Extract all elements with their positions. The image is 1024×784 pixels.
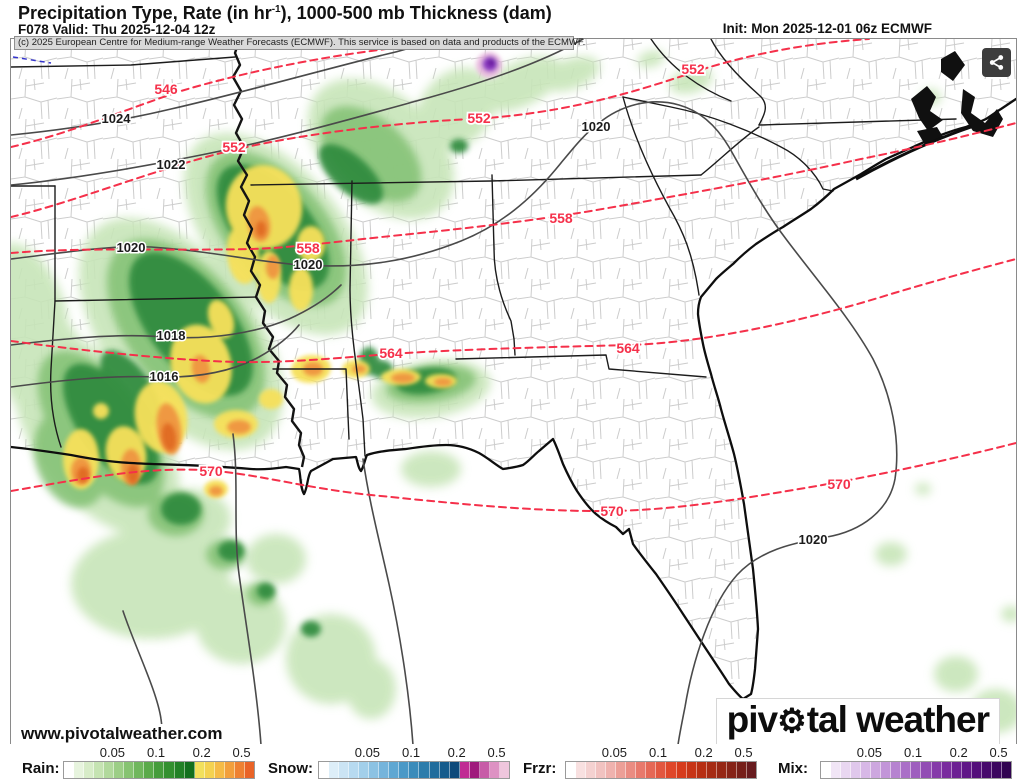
legend-ticks-rain: 0.05 0.1 0.2 0.5 (99, 745, 251, 760)
svg-text:552: 552 (681, 61, 705, 77)
svg-text:564: 564 (616, 340, 640, 356)
pivotal-weather-logo: piv⚙tal weather (715, 698, 1000, 745)
init-time-label: Init: Mon 2025-12-01 06z ECMWF (722, 21, 932, 36)
legend-ticks-mix: 0.05 0.1 0.2 0.5 (856, 745, 1008, 760)
svg-text:552: 552 (222, 139, 246, 155)
watermark-url: www.pivotalweather.com (17, 724, 227, 744)
mississippi-river (231, 39, 306, 468)
svg-text:558: 558 (549, 210, 573, 226)
chesapeake-estuary (911, 51, 1003, 145)
svg-text:1022: 1022 (157, 157, 186, 172)
blue-front-segment (12, 56, 52, 64)
svg-text:552: 552 (467, 110, 491, 126)
valid-time-label: F078 Valid: Thu 2025-12-04 12z (18, 22, 216, 37)
thickness-contour-labels: 546 552 552 552 558 558 564 564 570 570 … (153, 59, 853, 521)
svg-text:1020: 1020 (799, 532, 828, 547)
weather-map[interactable]: 546 552 552 552 558 558 564 564 570 570 … (11, 39, 1016, 745)
legend-colorbar-rain (63, 761, 255, 779)
legend-label-mix: Mix: (778, 760, 808, 777)
svg-text:570: 570 (827, 476, 851, 492)
svg-text:570: 570 (600, 503, 624, 519)
svg-text:1016: 1016 (150, 369, 179, 384)
state-boundaries-layer (11, 39, 957, 457)
precip-rain-intense-layer (77, 221, 266, 484)
precip-mix-spot (476, 52, 502, 78)
share-button[interactable] (982, 48, 1011, 77)
svg-text:1020: 1020 (117, 240, 146, 255)
mslp-contours (11, 39, 898, 745)
svg-text:564: 564 (379, 345, 403, 361)
ecmwf-copyright: (c) 2025 European Centre for Medium-rang… (14, 36, 585, 50)
legend-colorbar-snow (318, 761, 510, 779)
svg-text:558: 558 (296, 240, 320, 256)
svg-text:1020: 1020 (294, 257, 323, 272)
pressure-contour-labels: 1024 1022 1020 1020 1020 1018 1016 1020 (100, 110, 829, 549)
page-title: Precipitation Type, Rate (in hr-1), 1000… (18, 3, 552, 23)
legend-label-frzr: Frzr: (523, 760, 557, 777)
svg-text:1024: 1024 (102, 111, 132, 126)
legend-ticks-snow: 0.05 0.1 0.2 0.5 (354, 745, 506, 760)
legend-label-snow: Snow: (268, 760, 313, 777)
gear-icon: ⚙ (777, 702, 807, 739)
svg-text:1020: 1020 (582, 119, 611, 134)
svg-text:546: 546 (154, 81, 178, 97)
svg-text:1018: 1018 (157, 328, 186, 343)
svg-text:570: 570 (199, 463, 223, 479)
legend-colorbar-frzr (565, 761, 757, 779)
legend-ticks-frzr: 0.05 0.1 0.2 0.5 (601, 745, 753, 760)
share-icon (989, 55, 1004, 70)
weather-map-panel[interactable]: 546 552 552 552 558 558 564 564 570 570 … (10, 38, 1017, 746)
precip-legend: Rain: 0.05 0.1 0.2 0.5 Snow: 0.05 0.1 0.2 0.5 … (0, 744, 1024, 784)
legend-colorbar-mix (820, 761, 1012, 779)
legend-label-rain: Rain: (22, 760, 60, 777)
